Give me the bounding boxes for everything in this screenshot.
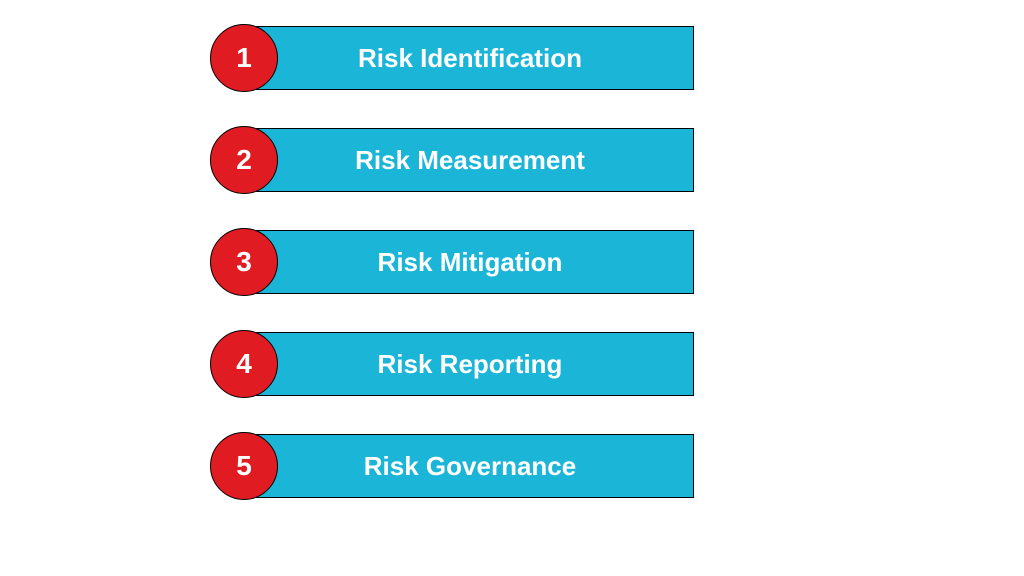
step-number-badge: 5 bbox=[210, 432, 278, 500]
step-bar: Risk Mitigation bbox=[246, 230, 694, 294]
step-bar: Risk Reporting bbox=[246, 332, 694, 396]
step-number-badge: 2 bbox=[210, 126, 278, 194]
step-number-badge: 1 bbox=[210, 24, 278, 92]
step-number: 4 bbox=[236, 348, 252, 380]
step-label: Risk Identification bbox=[358, 43, 582, 74]
risk-process-diagram: Risk Identification 1 Risk Measurement 2… bbox=[0, 0, 1024, 576]
step-bar: Risk Governance bbox=[246, 434, 694, 498]
step-bar: Risk Measurement bbox=[246, 128, 694, 192]
step-number: 1 bbox=[236, 42, 252, 74]
step-label: Risk Mitigation bbox=[378, 247, 563, 278]
step-label: Risk Reporting bbox=[378, 349, 563, 380]
step-label: Risk Governance bbox=[364, 451, 576, 482]
step-bar: Risk Identification bbox=[246, 26, 694, 90]
step-number-badge: 3 bbox=[210, 228, 278, 296]
step-number: 5 bbox=[236, 450, 252, 482]
step-number-badge: 4 bbox=[210, 330, 278, 398]
step-number: 3 bbox=[236, 246, 252, 278]
step-label: Risk Measurement bbox=[355, 145, 585, 176]
step-number: 2 bbox=[236, 144, 252, 176]
